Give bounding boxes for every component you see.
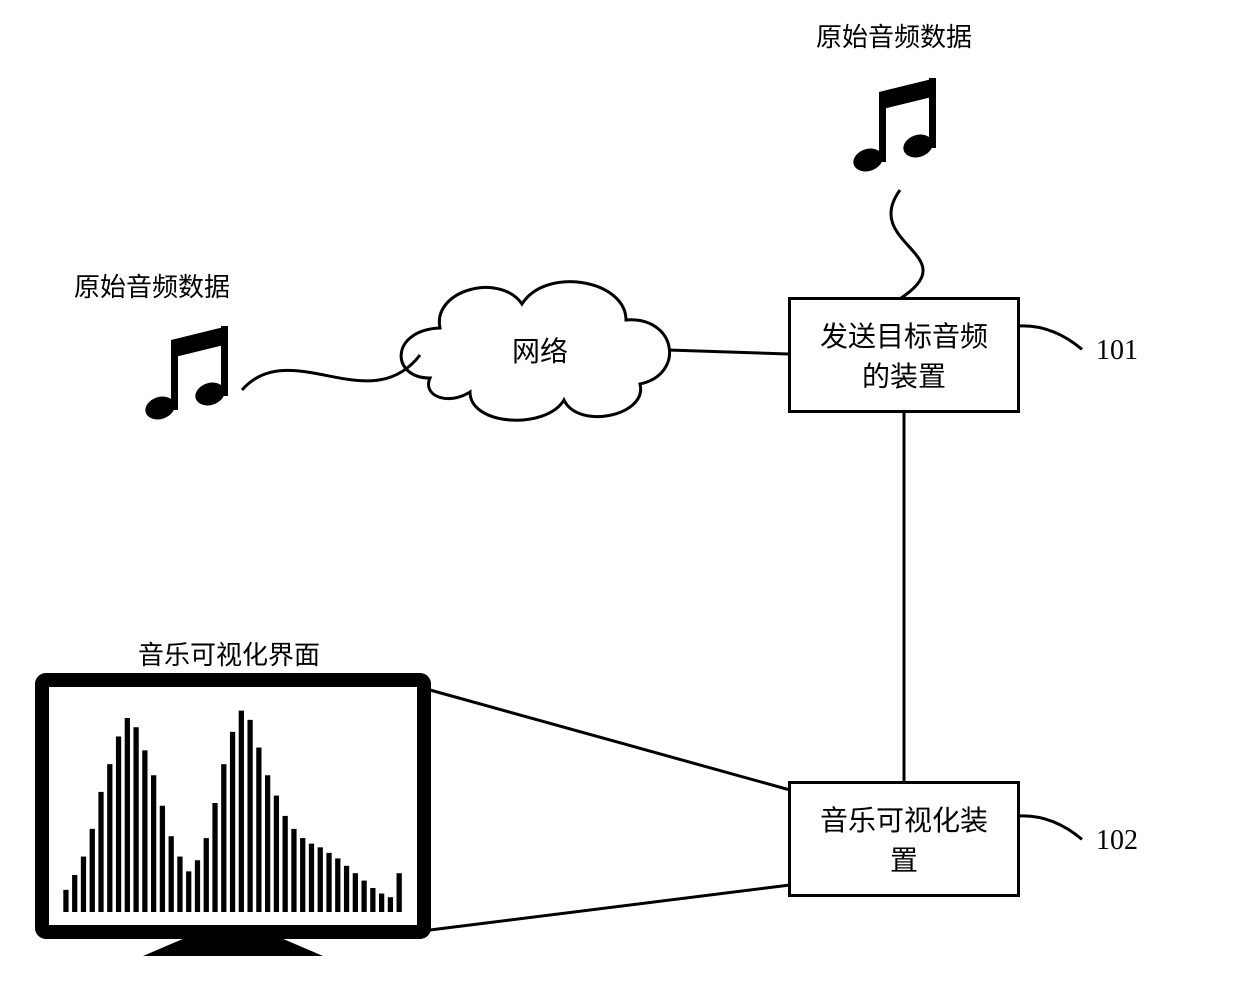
- link-box102-monitor-0: [430, 690, 790, 790]
- link-note-left: [242, 355, 420, 390]
- spectrum-bar: [212, 803, 217, 912]
- spectrum-bar: [274, 796, 279, 912]
- spectrum-bar: [247, 720, 252, 912]
- spectrum-bar: [133, 727, 138, 912]
- label-top-audio: 原始音频数据: [816, 22, 972, 53]
- box102-line1: 音乐可视化装: [820, 799, 988, 839]
- spectrum-bar: [318, 847, 323, 912]
- spectrum-bar: [239, 711, 244, 912]
- box-101: 发送目标音频 的装置: [788, 297, 1020, 413]
- spectrum-bar: [204, 838, 209, 912]
- spectrum-bar: [335, 858, 340, 912]
- spectrum-bar: [361, 881, 366, 912]
- spectrum-bar: [107, 764, 112, 912]
- spectrum-bar: [397, 873, 402, 912]
- label-left-audio: 原始音频数据: [74, 272, 230, 303]
- spectrum-bar: [151, 775, 156, 912]
- music-note-icon-left: [142, 326, 228, 423]
- spectrum-bar: [81, 857, 86, 912]
- spectrum-bar: [388, 897, 393, 912]
- box-102: 音乐可视化装 置: [788, 781, 1020, 897]
- spectrum-bar: [221, 764, 226, 912]
- ref-102: 102: [1096, 824, 1138, 858]
- callout-102: [1018, 816, 1082, 840]
- label-monitor-title: 音乐可视化界面: [138, 640, 320, 671]
- spectrum-bar: [230, 732, 235, 912]
- spectrum-bar: [186, 871, 191, 912]
- box101-line1: 发送目标音频: [820, 315, 988, 355]
- box101-line2: 的装置: [820, 355, 988, 395]
- spectrum-bar: [98, 792, 103, 912]
- spectrum-bar: [370, 888, 375, 912]
- diagram-stage: 原始音频数据 原始音频数据 网络 音乐可视化界面 101 102 发送目标音频 …: [0, 0, 1240, 1004]
- box102-line2: 置: [820, 839, 988, 879]
- spectrum-bar: [90, 829, 95, 912]
- spectrum-bar: [195, 860, 200, 912]
- svg-layer: [0, 0, 1240, 1004]
- spectrum-bar: [63, 890, 68, 912]
- spectrum-bar: [256, 748, 261, 912]
- spectrum-bar: [72, 875, 77, 912]
- spectrum-bar: [142, 750, 147, 912]
- spectrum-bar: [326, 853, 331, 912]
- spectrum-bar: [291, 829, 296, 912]
- link-note-top: [891, 190, 923, 300]
- link-box102-monitor-1: [430, 885, 790, 930]
- spectrum-bar: [177, 857, 182, 912]
- spectrum-bar: [379, 894, 384, 912]
- spectrum-bar: [283, 816, 288, 912]
- callout-101: [1018, 326, 1082, 350]
- spectrum-bar: [344, 866, 349, 912]
- spectrum-bar: [300, 838, 305, 912]
- spectrum-bar: [265, 775, 270, 912]
- spectrum-bar: [160, 806, 165, 912]
- spectrum-bar: [116, 736, 121, 912]
- spectrum-bar: [353, 873, 358, 912]
- label-network: 网络: [512, 336, 568, 370]
- ref-101: 101: [1096, 334, 1138, 368]
- spectrum-bar: [309, 844, 314, 912]
- spectrum-bar: [169, 836, 174, 912]
- spectrum-bar: [125, 718, 130, 912]
- music-note-icon-top: [850, 78, 936, 175]
- link-cloud-box101: [668, 350, 788, 354]
